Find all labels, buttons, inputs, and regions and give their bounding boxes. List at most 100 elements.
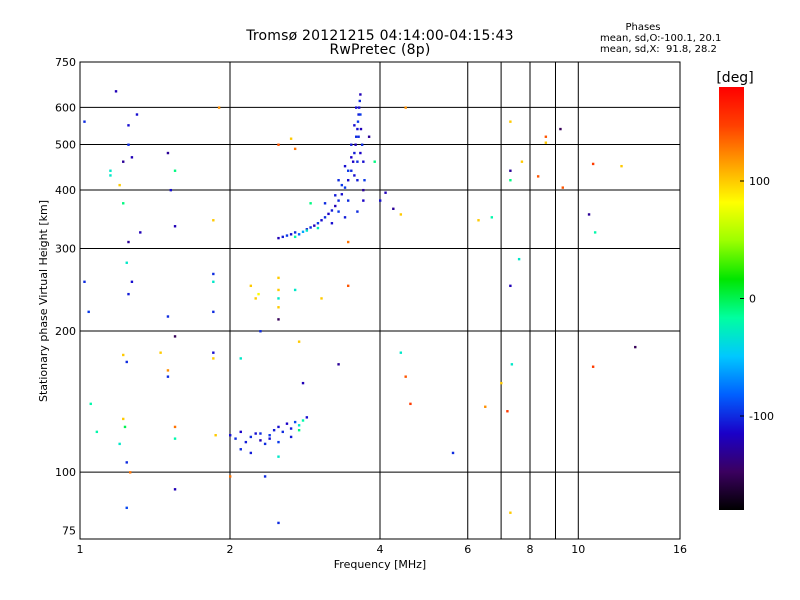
data-point <box>123 425 127 429</box>
data-point <box>337 179 340 182</box>
data-point <box>305 228 309 231</box>
x-tick-label: 2 <box>227 543 234 556</box>
data-point <box>159 351 162 354</box>
data-point <box>362 199 365 202</box>
data-point <box>277 521 280 525</box>
data-point <box>360 143 364 146</box>
data-point <box>173 488 177 491</box>
data-point <box>277 143 280 146</box>
data-point <box>367 135 371 138</box>
data-point <box>477 219 480 222</box>
data-point <box>234 437 237 440</box>
data-point <box>127 240 130 244</box>
data-point <box>409 402 412 406</box>
data-point <box>392 207 395 210</box>
data-point <box>509 511 512 514</box>
data-point <box>357 113 360 116</box>
data-point <box>239 448 242 451</box>
y-tick-label: 400 <box>55 184 76 197</box>
data-point <box>359 113 362 116</box>
data-point <box>356 179 359 182</box>
x-tick-label: 10 <box>571 543 585 556</box>
data-point <box>89 402 92 406</box>
data-point <box>125 506 128 510</box>
data-point <box>350 169 353 172</box>
data-point <box>544 135 548 138</box>
data-point <box>509 284 512 288</box>
data-point <box>509 169 512 172</box>
data-point <box>268 434 271 437</box>
x-tick-label: 4 <box>377 543 384 556</box>
data-point <box>357 135 360 138</box>
data-point <box>340 193 344 196</box>
data-point <box>212 357 215 360</box>
y-tick-label: 750 <box>55 56 76 69</box>
data-point <box>229 475 232 478</box>
data-point <box>277 455 280 458</box>
data-point <box>212 272 215 276</box>
data-point <box>277 288 280 292</box>
colorbar-ticks: 100 0 -100 <box>740 175 774 423</box>
data-point <box>173 425 177 429</box>
data-point <box>357 106 361 109</box>
data-point <box>363 179 366 182</box>
data-point <box>354 143 357 146</box>
data-point <box>83 280 86 283</box>
data-point <box>122 353 125 357</box>
data-point <box>330 222 334 225</box>
data-point <box>343 164 347 168</box>
data-point <box>109 169 112 172</box>
data-point <box>334 194 337 197</box>
data-point <box>634 345 637 349</box>
data-point <box>362 160 365 163</box>
data-point <box>350 143 353 146</box>
data-point <box>404 106 407 109</box>
data-point <box>277 297 280 300</box>
data-point <box>166 151 170 155</box>
data-point <box>350 156 353 159</box>
data-point <box>114 90 118 93</box>
data-point <box>316 222 320 225</box>
data-point <box>122 202 125 205</box>
data-point <box>337 210 340 213</box>
data-point <box>343 186 347 189</box>
data-point <box>249 435 253 439</box>
data-point <box>313 224 316 227</box>
data-point <box>334 204 337 208</box>
data-point <box>373 160 376 163</box>
x-axis-label: Frequency [MHz] <box>334 558 426 571</box>
data-point <box>510 363 514 366</box>
data-point <box>293 288 297 292</box>
data-point <box>293 147 297 151</box>
data-point <box>305 416 309 419</box>
data-point <box>340 183 344 187</box>
y-tick-label: 75 <box>62 525 76 538</box>
data-point <box>259 439 262 442</box>
data-point <box>122 160 125 163</box>
data-point <box>354 106 358 109</box>
data-point <box>122 417 125 421</box>
data-point <box>316 226 320 230</box>
x-tick-label: 8 <box>527 543 534 556</box>
data-point <box>212 280 215 283</box>
data-point <box>343 216 347 219</box>
data-point <box>297 424 301 427</box>
data-point <box>125 461 128 464</box>
data-point <box>544 141 548 144</box>
data-point <box>285 422 289 425</box>
data-point <box>118 183 121 187</box>
data-point <box>289 233 293 236</box>
data-point <box>359 93 362 96</box>
colorbar-tick-label: -100 <box>749 410 774 423</box>
data-point <box>289 435 293 439</box>
data-point <box>353 151 356 155</box>
data-point <box>212 219 215 222</box>
data-point <box>356 127 359 131</box>
data-point <box>130 156 134 159</box>
data-point <box>297 428 301 432</box>
data-point <box>346 240 350 244</box>
y-axis-label: Stationary phase Virtual Height [km] <box>37 200 50 402</box>
data-point <box>506 410 509 413</box>
data-point <box>520 160 524 163</box>
data-point <box>384 191 387 194</box>
